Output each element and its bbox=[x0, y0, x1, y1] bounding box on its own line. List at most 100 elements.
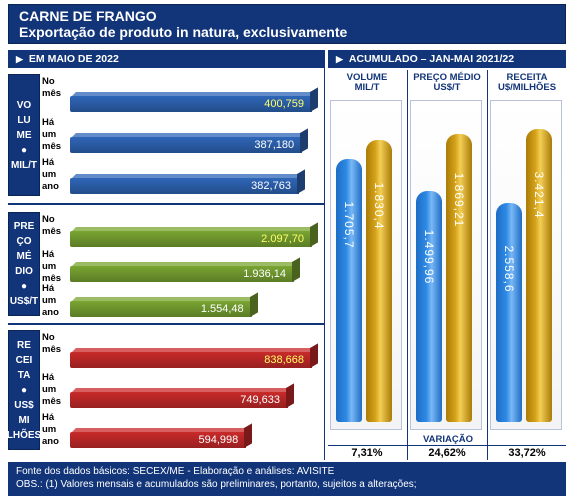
bar-value-label: 400,759 bbox=[264, 98, 304, 111]
row-label: No mês bbox=[42, 76, 70, 100]
row-label-part: No bbox=[42, 76, 55, 87]
chart-title: CARNE DE FRANGO bbox=[19, 8, 157, 24]
cylinder-bar: 3.421,4 bbox=[526, 129, 552, 422]
bar-side bbox=[300, 128, 309, 153]
group-side-label: RE CEI TA ● US$ MI LHÕES bbox=[6, 330, 42, 450]
row-label: No mês bbox=[42, 332, 70, 356]
column-header-line: MIL/T bbox=[354, 82, 380, 93]
cylinder-value-label: 3.421,4 bbox=[532, 171, 546, 219]
side-label-line: US$/T bbox=[9, 296, 39, 307]
column-header-line: RECEITA bbox=[506, 72, 548, 83]
variation-separator bbox=[328, 445, 566, 446]
row-label-part: Há bbox=[42, 283, 55, 295]
row-label-part: ano bbox=[42, 436, 59, 447]
bar: 2.097,70 bbox=[70, 222, 318, 248]
column-header: VOLUME MIL/T bbox=[328, 73, 406, 93]
group-separator bbox=[8, 323, 324, 325]
arrow-right-icon: ▶ bbox=[16, 54, 23, 64]
side-label-line: TA bbox=[17, 369, 31, 381]
footer-source: Fonte dos dados básicos: SECEX/ME - Elab… bbox=[16, 466, 335, 477]
bar: 400,759 bbox=[70, 87, 318, 113]
column-divider bbox=[487, 70, 488, 460]
row-label-part: Há bbox=[42, 248, 55, 260]
row-label-part: um bbox=[42, 169, 57, 181]
title-banner: CARNE DE FRANGO Exportação de produto in… bbox=[8, 4, 566, 44]
row-label-part: Há bbox=[42, 157, 55, 169]
row-label: Há um mês bbox=[42, 372, 70, 408]
chart-subtitle: Exportação de produto in natura, exclusi… bbox=[19, 24, 348, 40]
bar-front bbox=[70, 432, 247, 448]
column-divider bbox=[407, 70, 408, 460]
side-label-line: RE bbox=[17, 339, 31, 351]
header-accumulated-label: ACUMULADO – JAN-MAI 2021/22 bbox=[348, 53, 515, 65]
row-label-part: um bbox=[42, 384, 57, 395]
bar: 382,763 bbox=[70, 169, 305, 194]
bar-front bbox=[70, 231, 312, 248]
bar: 1.936,14 bbox=[70, 257, 301, 282]
bar-front bbox=[70, 137, 303, 153]
row-label-part: Há bbox=[42, 412, 55, 423]
bar-value-label: 1.936,14 bbox=[243, 268, 287, 280]
column-header-line: US$/T bbox=[433, 82, 461, 93]
row-label-part: mês bbox=[42, 272, 62, 284]
row-label-part: Há bbox=[42, 116, 55, 128]
bar-value-label: 1.554,48 bbox=[200, 302, 244, 315]
bar: 838,668 bbox=[70, 343, 318, 368]
column-header: PREÇO MÉDIO US$/T bbox=[408, 73, 486, 93]
row-label-part: ano bbox=[42, 307, 59, 319]
bar: 1.554,48 bbox=[70, 292, 258, 317]
side-label-line: MÉ bbox=[16, 251, 32, 262]
row-label: Há um ano bbox=[42, 283, 70, 319]
row-label-part: ano bbox=[42, 181, 59, 193]
bar-side bbox=[292, 257, 301, 282]
column-header-line: PREÇO MÉDIO bbox=[413, 72, 481, 83]
variation-label: VARIAÇÃO bbox=[423, 434, 473, 445]
bar-side bbox=[296, 169, 305, 194]
bar-side bbox=[310, 222, 318, 248]
group-side-label: PRE ÇO MÉ DIO ● US$/T bbox=[8, 212, 40, 316]
footer: Fonte dos dados básicos: SECEX/ME - Elab… bbox=[8, 462, 566, 496]
row-label-part: um bbox=[42, 128, 57, 140]
variation-value: 7,31% bbox=[351, 447, 383, 459]
bar: 387,180 bbox=[70, 128, 309, 153]
group-side-label: VO LU ME ● MIL/T bbox=[8, 74, 40, 196]
bar-value-label: 838,668 bbox=[264, 354, 304, 366]
cylinder-bar: 1.705,7 bbox=[336, 159, 362, 422]
variation-value: 24,62% bbox=[428, 447, 466, 459]
row-label-part: um bbox=[42, 260, 57, 272]
cylinder-value-label: 2.558,6 bbox=[502, 245, 516, 293]
variation-value: 33,72% bbox=[508, 447, 546, 459]
bar-side bbox=[310, 343, 318, 368]
bar-front bbox=[70, 352, 312, 368]
row-label-part: mês bbox=[42, 140, 62, 152]
bar-front bbox=[70, 177, 299, 194]
cylinder-value-label: 1.830,4 bbox=[372, 182, 386, 230]
bar-side bbox=[249, 292, 258, 317]
arrow-right-icon: ▶ bbox=[336, 54, 343, 64]
header-accumulated: ▶ ACUMULADO – JAN-MAI 2021/22 bbox=[328, 50, 566, 68]
row-label-part: mês bbox=[42, 396, 62, 407]
side-label-line: LHÕES bbox=[6, 429, 42, 441]
side-label-line: PRE bbox=[13, 221, 35, 232]
row-label-part: No bbox=[42, 214, 55, 225]
cylinder-bar: 1.499,96 bbox=[416, 191, 442, 422]
cylinder-bar: 1.869,21 bbox=[446, 134, 472, 422]
bar-side bbox=[285, 383, 294, 408]
side-label-line: ● bbox=[20, 384, 28, 396]
cylinder-bar: 1.830,4 bbox=[366, 140, 392, 422]
bar-front bbox=[70, 392, 288, 408]
column-header: RECEITA U$/MILHÕES bbox=[488, 73, 566, 93]
row-label-part: Há bbox=[42, 372, 55, 383]
side-label-line: ME bbox=[16, 129, 32, 141]
bar-side bbox=[244, 423, 253, 448]
bar-value-label: 382,763 bbox=[251, 179, 291, 192]
row-label-part: um bbox=[42, 295, 57, 307]
row-label: Há um ano bbox=[42, 412, 70, 448]
column-header-line: VOLUME bbox=[346, 72, 388, 83]
bar-front bbox=[70, 300, 252, 317]
side-label-line: DIO bbox=[15, 266, 33, 277]
bar: 749,633 bbox=[70, 383, 294, 408]
row-label-part: um bbox=[42, 424, 57, 435]
section-divider bbox=[324, 50, 325, 460]
